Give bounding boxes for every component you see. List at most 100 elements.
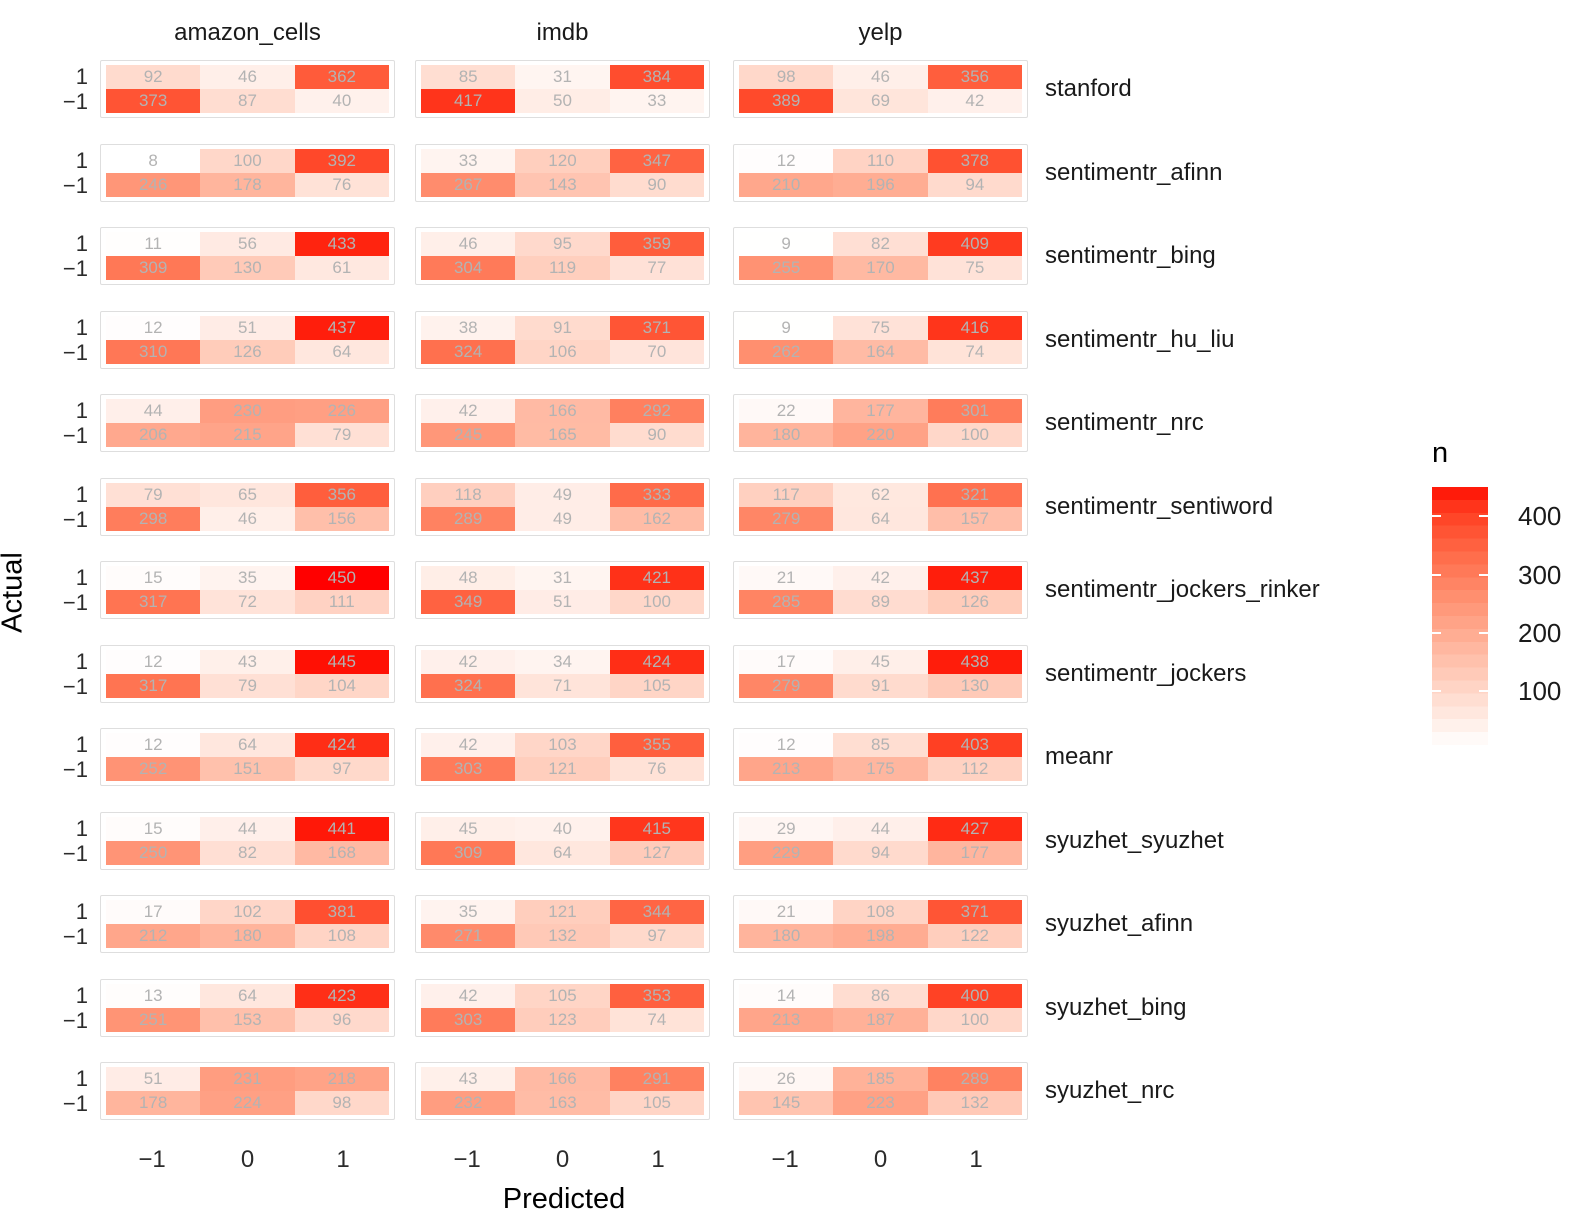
heatmap-cell: 112 <box>927 757 1022 781</box>
heatmap-cell: 12 <box>106 316 201 340</box>
facet-panel: 85 31 384 417 50 33 <box>415 60 710 118</box>
heatmap-cell: 403 <box>927 733 1022 757</box>
heatmap-cell: 298 <box>106 507 201 531</box>
facet-panel: 92 46 362 373 87 40 <box>100 60 395 118</box>
heatmap-cell: 309 <box>421 841 516 865</box>
heatmap-cell: 79 <box>294 423 389 447</box>
heatmap-cell: 151 <box>200 757 295 781</box>
heatmap-cell: 64 <box>294 340 389 364</box>
legend-tick-mark <box>1479 631 1488 634</box>
heatmap-cell: 64 <box>200 733 295 757</box>
facet-panel: 118 49 333 289 49 162 <box>415 478 710 536</box>
heatmap-cell: 44 <box>106 399 201 423</box>
legend-title: n <box>1432 437 1449 469</box>
heatmap-cell: 371 <box>609 316 704 340</box>
y-tick-label: 1 <box>75 397 88 423</box>
heatmap-cell: 421 <box>609 566 704 590</box>
heatmap-cell: 231 <box>200 1067 295 1091</box>
heatmap-cell: 230 <box>200 399 295 423</box>
heatmap-cell: 111 <box>294 590 389 614</box>
x-tick-label: 0 <box>240 1146 255 1173</box>
heatmap-cell: 71 <box>515 674 610 698</box>
heatmap-cell: 51 <box>515 590 610 614</box>
heatmap-cell: 223 <box>833 1091 928 1115</box>
heatmap-cell: 56 <box>200 232 295 256</box>
heatmap-cell: 105 <box>609 674 704 698</box>
heatmap-cell: 267 <box>421 173 516 197</box>
x-tick-label: −1 <box>138 1146 166 1173</box>
facet-row-label: syuzhet_syuzhet <box>1045 827 1224 854</box>
heatmap-cell: 156 <box>294 507 389 531</box>
heatmap-cell: 213 <box>739 1008 834 1032</box>
heatmap-cell: 126 <box>200 340 295 364</box>
x-tick-label: 1 <box>336 1146 350 1173</box>
heatmap-cell: 44 <box>200 817 295 841</box>
facet-panel: 46 95 359 304 119 77 <box>415 227 710 285</box>
heatmap-cell: 87 <box>200 89 295 113</box>
facet-panel: 12 110 378 210 196 94 <box>733 144 1028 202</box>
y-tick-label: 1 <box>75 147 88 173</box>
legend-tick-mark <box>1432 631 1441 634</box>
heatmap-cell: 438 <box>927 650 1022 674</box>
heatmap-cell: 180 <box>200 924 295 948</box>
y-tick-label: −1 <box>62 1007 88 1033</box>
heatmap-cell: 48 <box>421 566 516 590</box>
heatmap-cell: 321 <box>927 483 1022 507</box>
heatmap-cell: 153 <box>200 1008 295 1032</box>
heatmap-cell: 104 <box>294 674 389 698</box>
facet-panel: 117 62 321 279 64 157 <box>733 478 1028 536</box>
heatmap-cell: 251 <box>106 1008 201 1032</box>
facet-row-label: meanr <box>1045 743 1114 770</box>
facet-panel: 35 121 344 271 132 97 <box>415 895 710 953</box>
heatmap-cell: 271 <box>421 924 516 948</box>
heatmap-cell: 122 <box>927 924 1022 948</box>
heatmap-cell: 416 <box>927 316 1022 340</box>
heatmap-cell: 389 <box>739 89 834 113</box>
heatmap-cell: 77 <box>609 256 704 280</box>
heatmap-cell: 196 <box>833 173 928 197</box>
facet-panel: 79 65 356 298 46 156 <box>100 478 395 536</box>
heatmap-cell: 46 <box>200 507 295 531</box>
heatmap-cell: 126 <box>927 590 1022 614</box>
heatmap-cell: 82 <box>200 841 295 865</box>
legend-tick-mark <box>1479 690 1488 693</box>
facet-panel: 12 51 437 310 126 64 <box>100 311 395 369</box>
facet-panel: 17 45 438 279 91 130 <box>733 645 1028 703</box>
facet-panel: 43 166 291 232 163 105 <box>415 1062 710 1120</box>
y-tick-label: −1 <box>62 422 88 448</box>
heatmap-cell: 292 <box>609 399 704 423</box>
y-tick-label: −1 <box>62 255 88 281</box>
y-tick-label: 1 <box>75 314 88 340</box>
heatmap-cell: 9 <box>739 232 834 256</box>
heatmap-cell: 65 <box>200 483 295 507</box>
facet-row-label: sentimentr_jockers <box>1045 660 1247 687</box>
heatmap-cell: 232 <box>421 1091 516 1115</box>
heatmap-cell: 46 <box>833 65 928 89</box>
heatmap-cell: 384 <box>609 65 704 89</box>
heatmap-cell: 212 <box>106 924 201 948</box>
heatmap-cell: 38 <box>421 316 516 340</box>
heatmap-cell: 105 <box>609 1091 704 1115</box>
heatmap-cell: 46 <box>421 232 516 256</box>
y-tick-label: 1 <box>75 481 88 507</box>
heatmap-cell: 441 <box>294 817 389 841</box>
heatmap-cell: 245 <box>421 423 516 447</box>
heatmap-cell: 45 <box>421 817 516 841</box>
heatmap-cell: 79 <box>106 483 201 507</box>
heatmap-cell: 285 <box>739 590 834 614</box>
heatmap-cell: 35 <box>421 900 516 924</box>
facet-panel: 9 75 416 262 164 74 <box>733 311 1028 369</box>
heatmap-cell: 100 <box>609 590 704 614</box>
heatmap-cell: 143 <box>515 173 610 197</box>
facet-panel: 15 44 441 250 82 168 <box>100 812 395 870</box>
heatmap-cell: 437 <box>927 566 1022 590</box>
y-tick-label: −1 <box>62 756 88 782</box>
y-tick-label: 1 <box>75 898 88 924</box>
heatmap-cell: 50 <box>515 89 610 113</box>
heatmap-cell: 163 <box>515 1091 610 1115</box>
facet-row-label: sentimentr_bing <box>1045 242 1216 269</box>
heatmap-cell: 309 <box>106 256 201 280</box>
heatmap-cell: 110 <box>833 149 928 173</box>
heatmap-cell: 127 <box>609 841 704 865</box>
facet-panel: 13 64 423 251 153 96 <box>100 979 395 1037</box>
